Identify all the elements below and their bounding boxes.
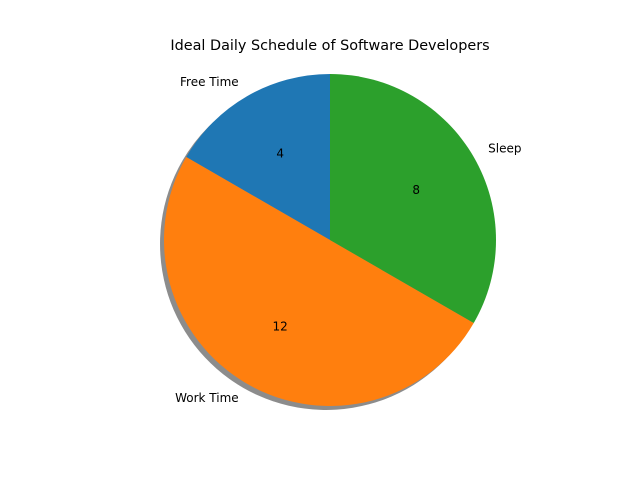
pie-layer: 4 Free Time 12 Work Time 8 Sleep	[160, 74, 521, 410]
pie-slice-free-time	[186, 74, 330, 240]
slice-label-work-time: Work Time	[175, 391, 239, 405]
slice-label-free-time: Free Time	[180, 75, 239, 89]
chart-title: Ideal Daily Schedule of Software Develop…	[170, 38, 489, 54]
pie-slice-work-time	[164, 157, 474, 406]
pie-slice-sleep	[330, 74, 496, 323]
slice-value-work-time: 12	[273, 319, 288, 333]
slice-value-free-time: 4	[276, 147, 284, 161]
slice-value-sleep: 8	[412, 183, 420, 197]
slice-label-sleep: Sleep	[488, 142, 521, 156]
